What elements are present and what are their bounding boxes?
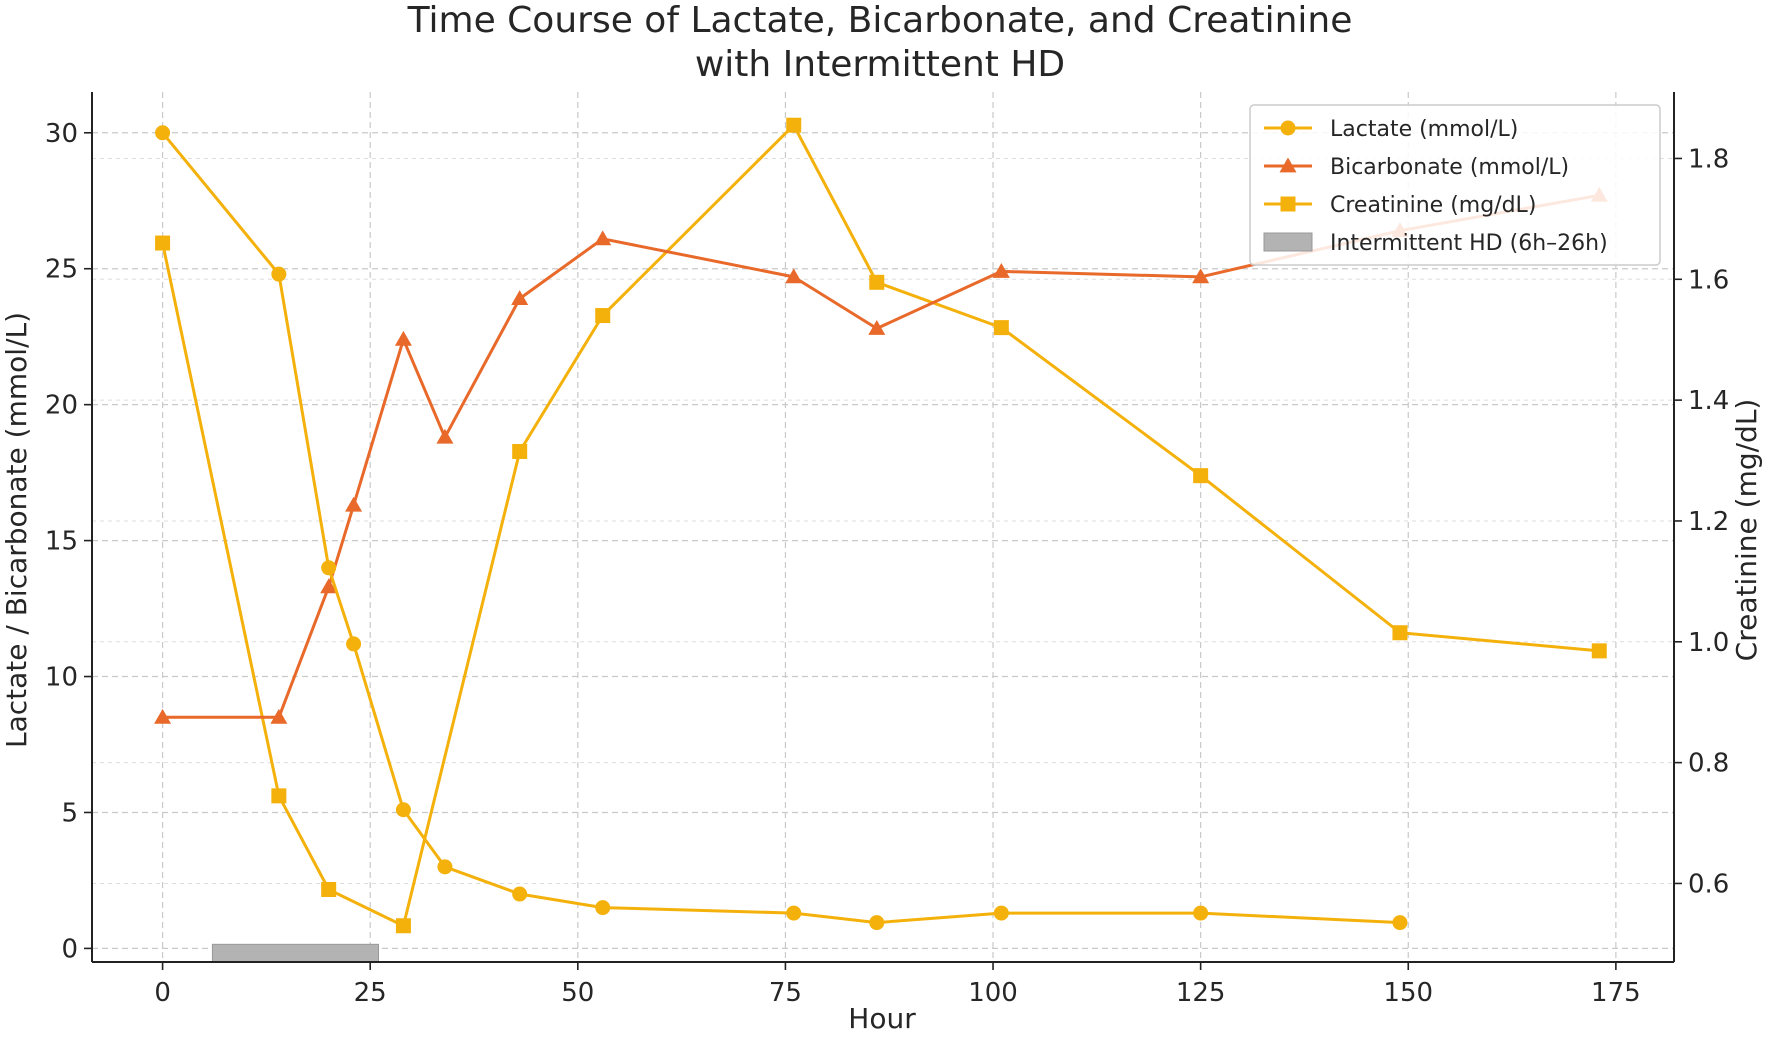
x-tick-label: 125	[1176, 978, 1226, 1008]
x-tick-label: 50	[561, 978, 594, 1008]
data-point	[345, 496, 363, 512]
data-point	[512, 886, 528, 902]
data-point	[1392, 625, 1408, 641]
y2-tick-label: 0.8	[1688, 749, 1729, 779]
data-point	[785, 268, 803, 284]
data-point	[512, 443, 528, 459]
y-tick-label: 25	[45, 255, 78, 285]
series-creatinine	[155, 117, 1607, 934]
data-point	[320, 578, 338, 594]
y-tick-label: 15	[45, 527, 78, 557]
y-axis-label: Lactate / Bicarbonate (mmol/L)	[0, 312, 33, 748]
data-point	[1193, 468, 1209, 484]
data-point	[270, 708, 288, 724]
data-point	[993, 905, 1009, 921]
y2-axis-label: Creatinine (mg/dL)	[1730, 399, 1763, 662]
legend: Lactate (mmol/L) Bicarbonate (mmol/L) Crea…	[1249, 104, 1661, 266]
data-point	[786, 117, 802, 133]
data-point	[869, 274, 885, 290]
data-point	[395, 918, 411, 934]
chart-title: Time Course of Lactate, Bicarbonate, and…	[407, 0, 1353, 41]
y-tick-label: 10	[45, 663, 78, 693]
series-line	[162, 193, 1600, 719]
hd-span-layer	[211, 943, 380, 963]
x-tick-label: 175	[1591, 978, 1641, 1008]
data-point	[271, 266, 287, 282]
data-point	[437, 859, 453, 875]
x-axis-label: Hour	[848, 1002, 916, 1035]
y2-tick-label: 1.8	[1688, 144, 1729, 174]
data-point	[993, 320, 1009, 336]
data-point	[595, 308, 611, 324]
legend-label: Intermittent HD (6h–26h)	[1330, 231, 1608, 256]
data-point	[436, 428, 454, 444]
data-point	[595, 900, 611, 916]
y2-tick-label: 1.2	[1688, 507, 1729, 537]
legend-box	[1249, 104, 1661, 266]
series-bicarbonate	[154, 186, 1608, 724]
legend-swatch-span	[1263, 232, 1313, 252]
data-point	[869, 915, 885, 931]
series-lactate	[155, 125, 1408, 931]
y2-tick-label: 1.0	[1688, 628, 1729, 658]
grid	[92, 92, 1674, 962]
data-point	[1591, 643, 1607, 659]
x-tick-label: 150	[1383, 978, 1433, 1008]
x-tick-label: 25	[354, 978, 387, 1008]
data-point	[786, 905, 802, 921]
y2-tick-label: 0.6	[1688, 869, 1729, 899]
legend-marker	[1280, 120, 1296, 136]
data-point	[395, 802, 411, 818]
data-point	[1392, 915, 1408, 931]
data-point	[1192, 268, 1210, 284]
data-point	[154, 708, 172, 724]
series-layer	[154, 117, 1608, 934]
data-point	[1193, 905, 1209, 921]
data-point	[155, 235, 171, 251]
legend-label: Bicarbonate (mmol/L)	[1330, 155, 1569, 180]
data-point	[511, 290, 529, 305]
hd-span-bar	[211, 943, 380, 963]
data-point	[321, 882, 337, 897]
data-point	[155, 125, 171, 141]
y-tick-label: 30	[45, 119, 78, 149]
data-point	[394, 330, 412, 346]
x-tick-label: 100	[968, 978, 1018, 1008]
data-point	[992, 262, 1010, 278]
y-tick-label: 0	[61, 934, 78, 964]
data-point	[594, 230, 612, 246]
y2-tick-label: 1.4	[1688, 386, 1729, 416]
axes: 0 25 50 75 100 125 150 175 0 5 10 15 20 25 30 0.6 0.8 1.0…	[45, 92, 1729, 1008]
data-point	[868, 320, 886, 335]
legend-marker	[1280, 196, 1296, 212]
x-tick-label: 0	[154, 978, 171, 1008]
legend-marker	[1279, 157, 1297, 173]
legend-label: Lactate (mmol/L)	[1330, 117, 1518, 142]
data-point	[271, 788, 287, 804]
y-tick-label: 5	[61, 798, 78, 828]
series-line	[161, 123, 1600, 928]
data-point	[346, 636, 362, 652]
chart-subtitle: with Intermittent HD	[695, 44, 1065, 85]
legend-label: Creatinine (mg/dL)	[1330, 193, 1536, 218]
x-tick-label: 75	[769, 978, 802, 1008]
y-tick-label: 20	[45, 391, 78, 421]
data-point	[321, 560, 337, 576]
y2-tick-label: 1.6	[1688, 265, 1729, 295]
